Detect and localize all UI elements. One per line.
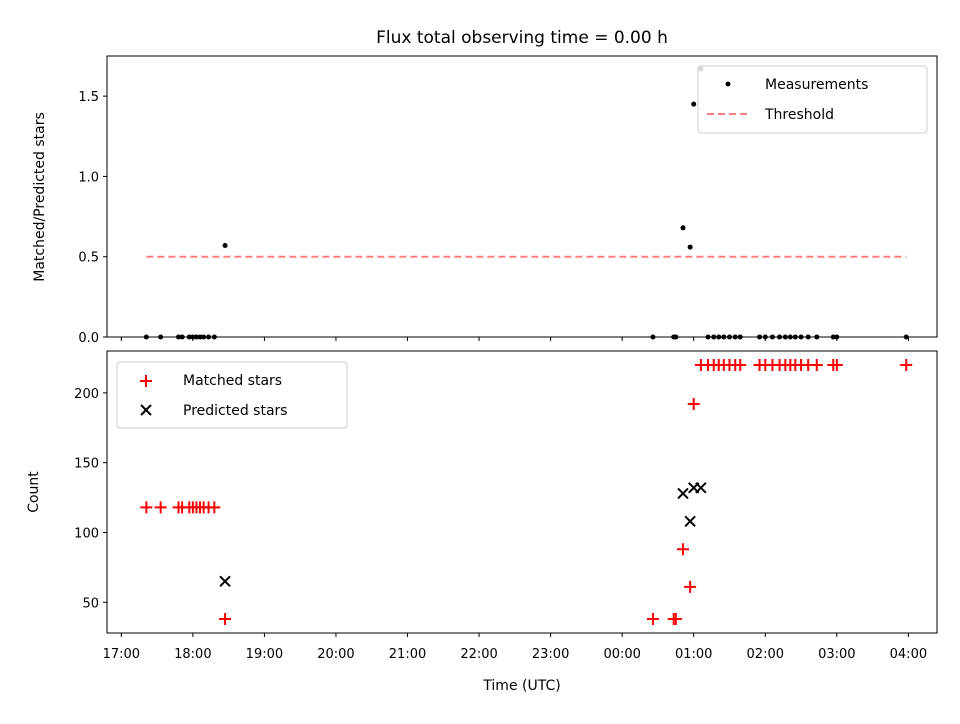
bottom-y-tick-label: 100 <box>74 526 99 541</box>
top-y-tick-label: 0.5 <box>78 251 99 266</box>
bottom-x-axis-ticks: 17:00 18:00 19:00 20:00 21:00 22:00 23:00 00:00… <box>103 633 927 662</box>
chart-title: Flux total observing time = 0.00 h <box>376 28 668 48</box>
x-tick-label: 22:00 <box>460 647 497 662</box>
matched-star-marker <box>219 613 232 626</box>
legend-measurements-marker <box>725 81 731 87</box>
legend-measurements-label: Measurements <box>765 77 868 93</box>
top-y-tick-label: 0.0 <box>78 331 99 346</box>
matched-star-marker <box>900 358 913 371</box>
x-tick-label: 19:00 <box>246 647 283 662</box>
bottom-y-tick-label: 200 <box>74 387 99 402</box>
top-plot-frame <box>106 55 938 338</box>
bottom-y-tick-label: 150 <box>74 457 99 472</box>
top-y-tick-label: 1.0 <box>78 170 99 185</box>
x-tick-label: 01:00 <box>675 647 712 662</box>
predicted-star-marker <box>677 487 689 500</box>
x-tick-label: 18:00 <box>174 647 211 662</box>
predicted-star-marker <box>684 515 696 528</box>
bottom-panel: 50 100 150 200 17:00 18:00 19:00 20:00 21:00 22:… <box>26 350 938 694</box>
legend-predicted-label: Predicted stars <box>183 403 288 419</box>
top-panel: 0.0 0.5 1.0 1.5 Matched/Predicted stars Mea… <box>32 55 938 346</box>
matched-star-marker <box>646 613 659 626</box>
bottom-legend: Matched stars Predicted stars <box>116 361 348 429</box>
matched-star-marker <box>154 501 167 514</box>
matched-star-marker <box>676 543 689 556</box>
legend-predicted-marker <box>140 404 152 416</box>
top-legend: Measurements Threshold <box>697 65 928 134</box>
matched-star-marker <box>140 501 153 514</box>
x-tick-label: 03:00 <box>818 647 855 662</box>
x-axis-label: Time (UTC) <box>482 678 560 694</box>
bottom-y-tick-label: 50 <box>82 596 99 611</box>
matched-star-marker <box>810 358 823 371</box>
bottom-y-axis-ticks: 50 100 150 200 <box>74 387 107 611</box>
matched-star-marker <box>830 358 843 371</box>
matched-star-marker <box>669 613 682 626</box>
measurement-point <box>222 242 228 248</box>
measurement-point <box>691 101 697 107</box>
legend-matched-marker <box>140 375 152 387</box>
bottom-y-axis-label: Count <box>26 471 42 513</box>
top-y-axis-ticks: 0.0 0.5 1.0 1.5 <box>78 90 107 346</box>
x-tick-label: 00:00 <box>603 647 640 662</box>
predicted-star-marker <box>695 482 707 494</box>
x-tick-label: 04:00 <box>890 647 927 662</box>
matched-star-marker <box>208 501 221 514</box>
legend-threshold-label: Threshold <box>764 107 834 123</box>
matched-star-marker <box>684 580 697 593</box>
predicted-star-marker <box>219 575 231 588</box>
x-tick-label: 21:00 <box>389 647 426 662</box>
top-y-axis-label: Matched/Predicted stars <box>32 112 48 282</box>
legend-matched-label: Matched stars <box>183 373 282 389</box>
bottom-legend-box <box>116 361 348 429</box>
x-tick-label: 02:00 <box>747 647 784 662</box>
matched-star-marker <box>734 358 747 371</box>
matched-star-marker <box>687 398 700 411</box>
top-x-axis-ticks <box>120 337 909 341</box>
measurement-point <box>687 244 693 250</box>
top-legend-box <box>697 65 928 134</box>
top-y-tick-label: 1.5 <box>78 90 99 105</box>
x-tick-label: 23:00 <box>532 647 569 662</box>
bottom-plot-frame <box>106 350 938 634</box>
x-tick-label: 20:00 <box>317 647 354 662</box>
bottom-plot-marks <box>140 358 913 626</box>
x-tick-label: 17:00 <box>103 647 140 662</box>
measurement-point <box>680 225 686 231</box>
